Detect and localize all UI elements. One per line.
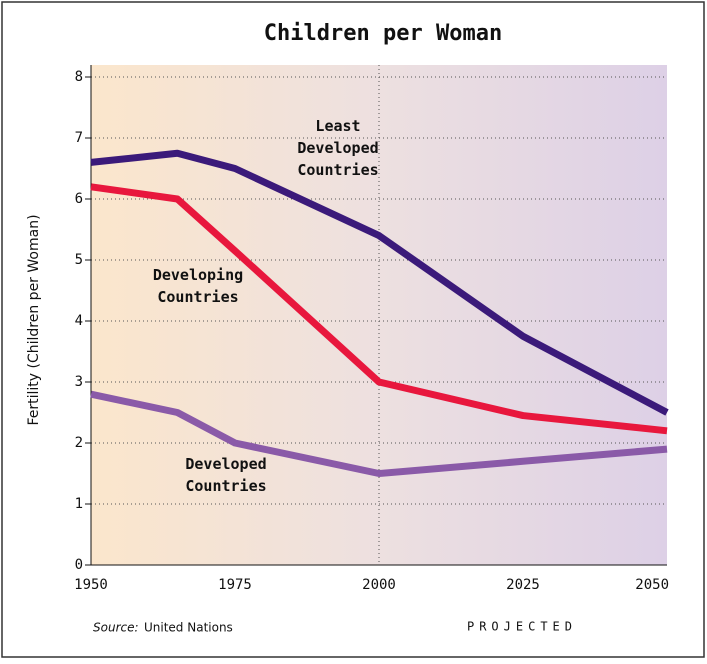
y-tick-label: 0 [75, 557, 83, 573]
x-tick-label: 2000 [362, 577, 396, 593]
series-line [90, 390, 668, 477]
series-label: Least Developed Countries [297, 117, 378, 179]
x-tick-label: 2025 [506, 577, 540, 593]
series-label: Developed Countries [185, 455, 266, 495]
x-tick-label: 2050 [635, 577, 669, 593]
series-label: Developing Countries [153, 266, 243, 306]
source-label: Source: [93, 621, 139, 635]
y-axis-label: Fertility (Children per Woman) [26, 214, 42, 425]
projection-label: PROJECTED [467, 620, 577, 634]
x-tick-label: 1975 [218, 577, 252, 593]
chart-title: Children per Woman [264, 21, 502, 46]
series-line [90, 149, 669, 416]
source: United Nations [144, 621, 233, 635]
x-tick-label: 1950 [74, 577, 108, 593]
y-tick-label: 7 [75, 130, 83, 146]
y-tick-label: 5 [75, 252, 83, 268]
y-tick-label: 8 [75, 69, 83, 85]
y-tick-label: 3 [75, 374, 83, 390]
y-tick-label: 2 [75, 435, 83, 451]
y-tick-label: 4 [75, 313, 83, 329]
y-tick-label: 1 [75, 496, 83, 512]
y-tick-label: 6 [75, 191, 83, 207]
series-line [90, 183, 668, 435]
